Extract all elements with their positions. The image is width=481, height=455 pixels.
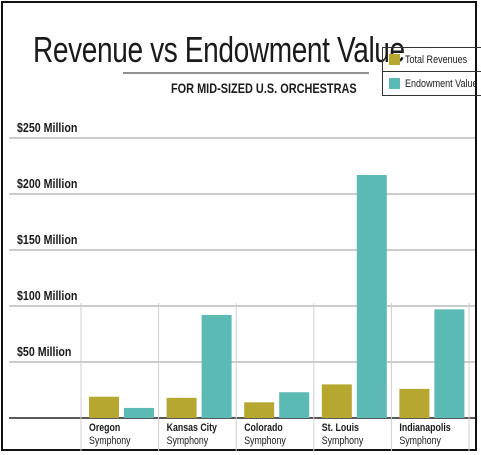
- bar-total-revenues: [89, 396, 119, 418]
- bar-endowment-value: [279, 392, 310, 418]
- bar-chart: $50 Million $100 Million $150 Million $200 …: [9, 72, 475, 451]
- bar-total-revenues: [399, 388, 430, 418]
- bar-endowment-value: [124, 407, 154, 418]
- legend-label-endowment-value: Endowment Value: [405, 77, 478, 90]
- bar-endowment-value: [356, 174, 387, 418]
- y-tick-label: $100 Million: [17, 288, 77, 303]
- category-sublabel: Symphony: [167, 435, 209, 447]
- bar-total-revenues: [321, 384, 352, 418]
- bar-endowment-value: [201, 314, 232, 418]
- category-label: Kansas City: [167, 422, 218, 434]
- legend-item-endowment-value: Endowment Value: [383, 72, 481, 96]
- category-sublabel: Symphony: [399, 435, 441, 447]
- bar-total-revenues: [244, 402, 275, 418]
- legend-label-total-revenues: Total Revenues: [405, 53, 468, 66]
- legend: Total Revenues Endowment Value: [382, 47, 481, 96]
- legend-swatch-total-revenues: [389, 54, 400, 65]
- legend-item-total-revenues: Total Revenues: [383, 47, 481, 72]
- y-tick-label: $250 Million: [17, 120, 77, 135]
- category-sublabel: Symphony: [244, 435, 286, 447]
- category-label: Oregon: [89, 422, 120, 434]
- chart-subtitle: FOR MID-SIZED U.S. ORCHESTRAS: [171, 80, 357, 96]
- y-tick-label: $150 Million: [17, 232, 77, 247]
- y-tick-label: $50 Million: [17, 344, 71, 359]
- category-label: Indianapolis: [399, 422, 451, 434]
- category-label: St. Louis: [322, 422, 360, 434]
- y-tick-label: $200 Million: [17, 176, 77, 191]
- category-sublabel: Symphony: [322, 435, 364, 447]
- category-label: Colorado: [244, 422, 283, 434]
- category-sublabel: Symphony: [89, 435, 131, 447]
- chart-title: Revenue vs Endowment Value: [33, 29, 405, 70]
- legend-swatch-endowment-value: [389, 78, 400, 89]
- bar-endowment-value: [434, 309, 465, 418]
- bar-total-revenues: [166, 397, 197, 418]
